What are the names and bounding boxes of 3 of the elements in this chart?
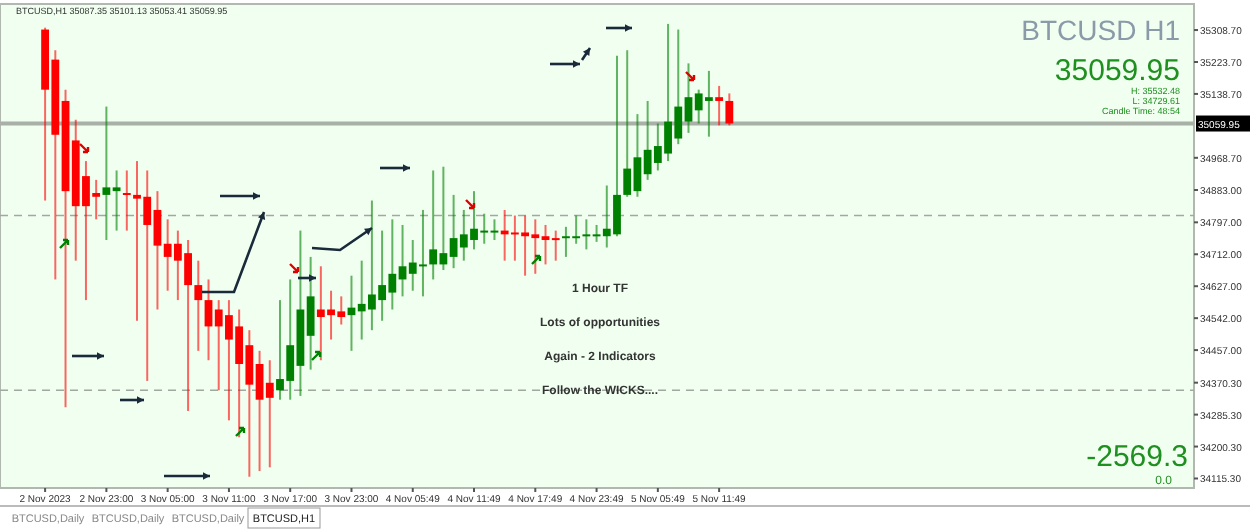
annotation: -2569.3 xyxy=(1086,440,1188,474)
chart-title: BTCUSD H1 xyxy=(1021,14,1181,46)
annotation: 35059.95 xyxy=(1054,54,1180,88)
